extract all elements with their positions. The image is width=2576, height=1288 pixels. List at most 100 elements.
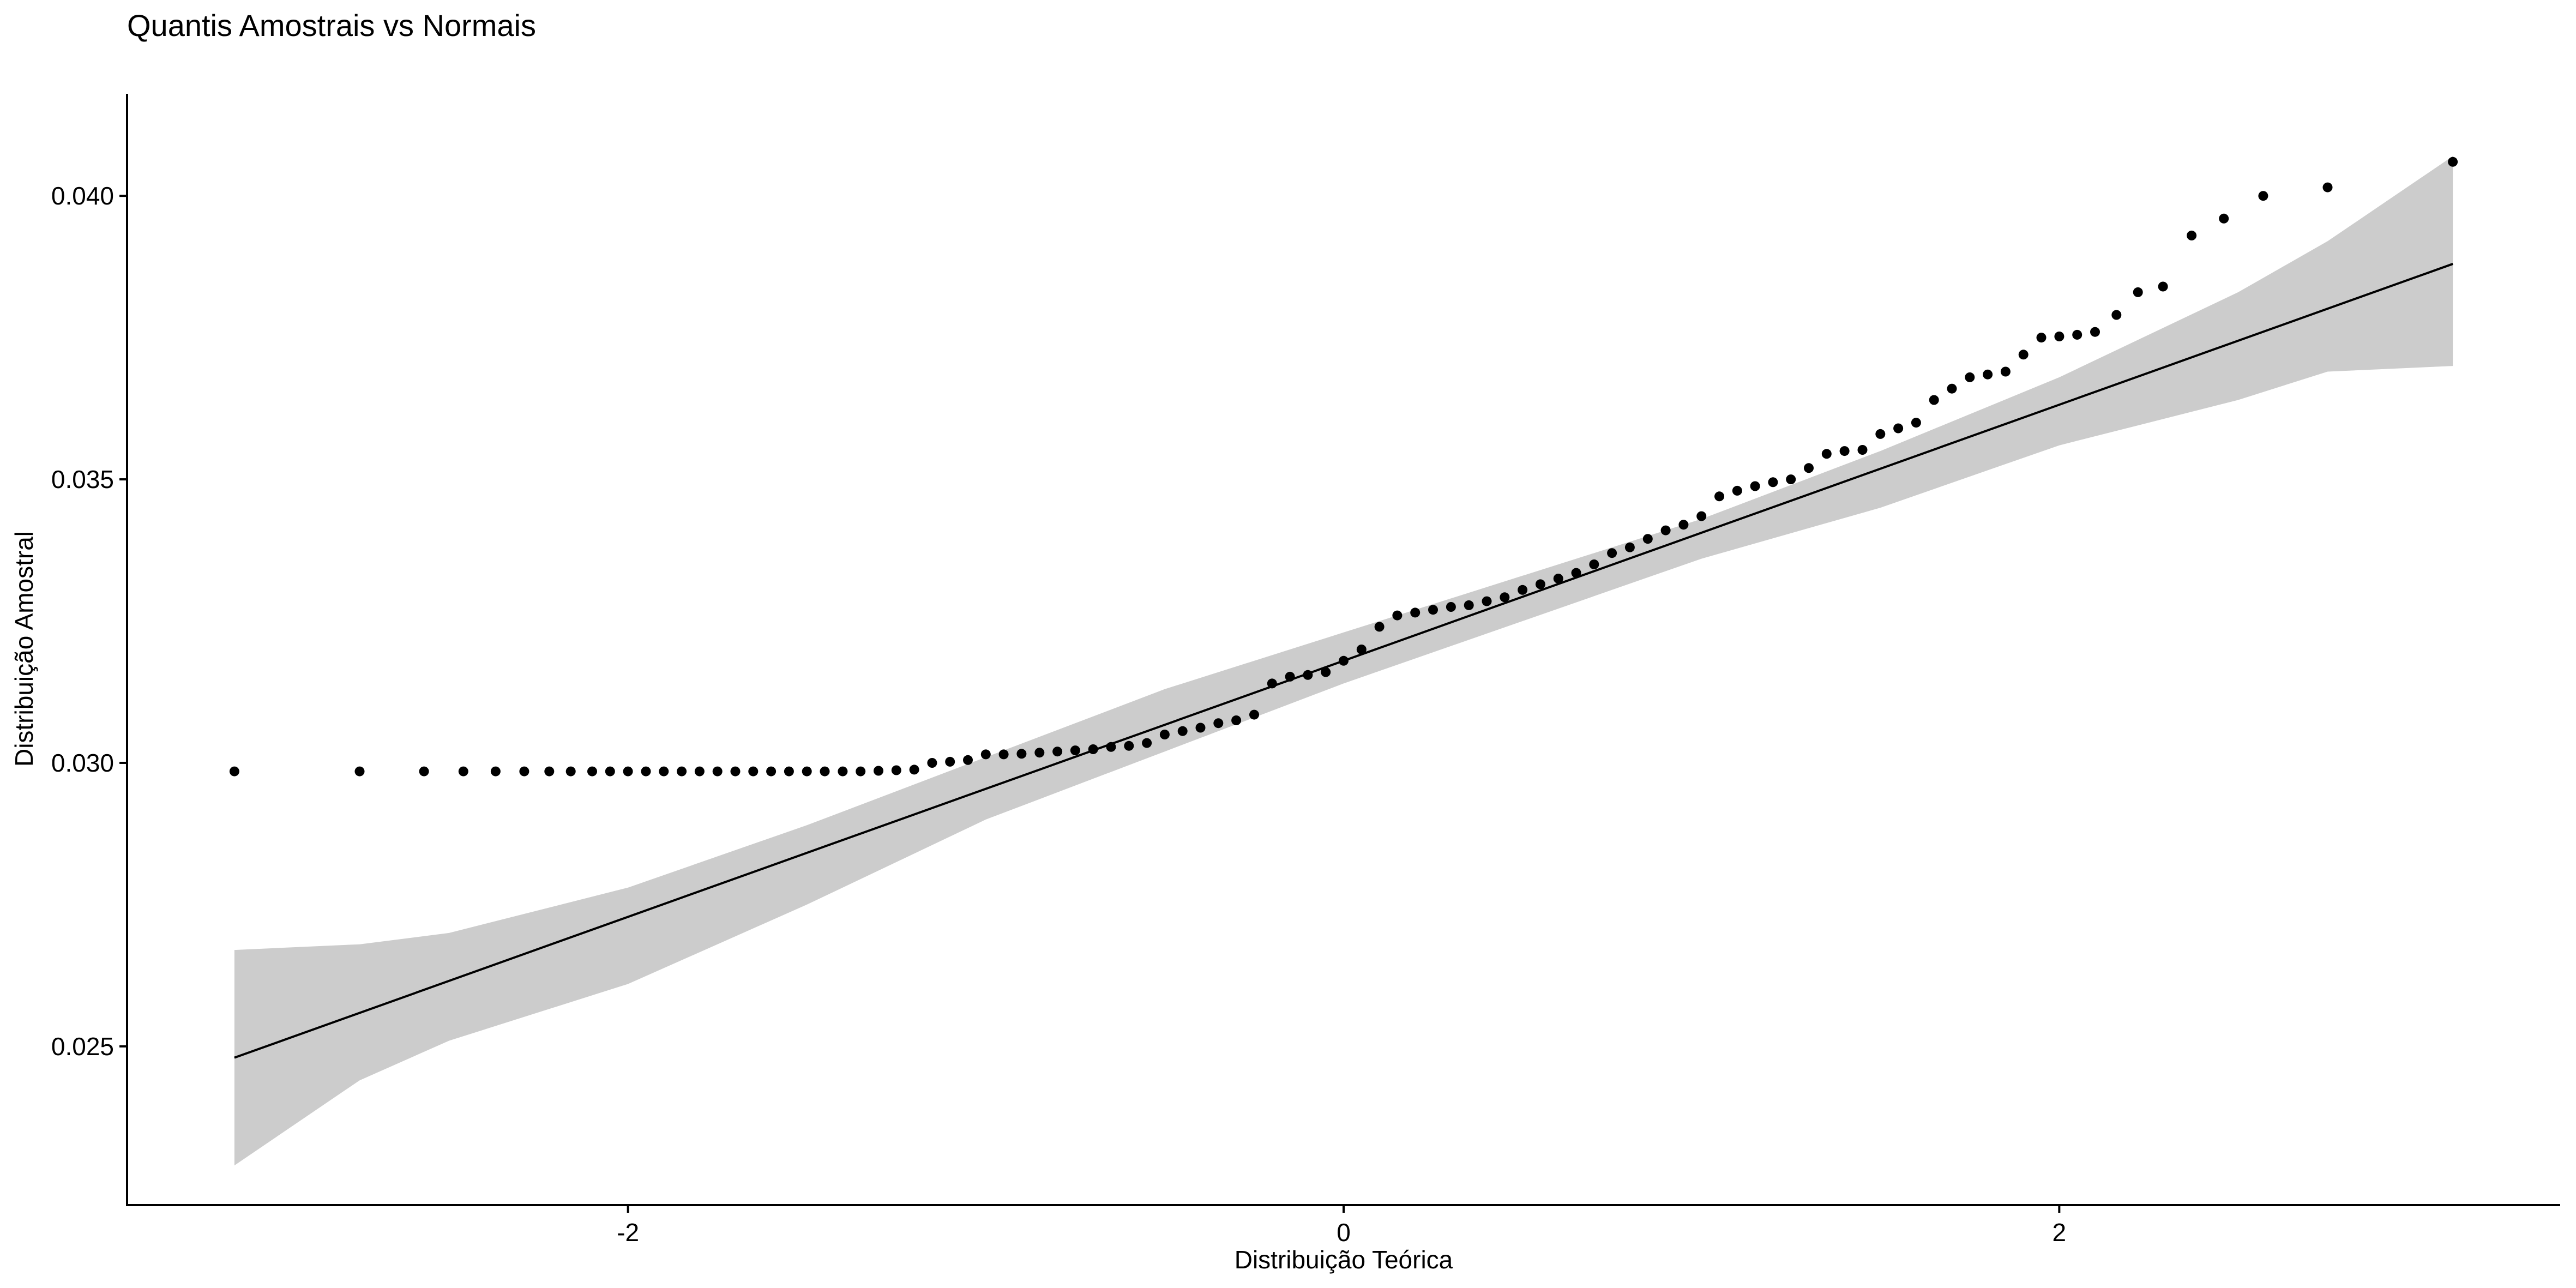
- data-point: [1750, 481, 1760, 491]
- data-point: [659, 766, 669, 777]
- data-point: [2133, 287, 2143, 297]
- data-point: [2187, 230, 2197, 240]
- data-point: [1714, 491, 1724, 502]
- data-points: [229, 157, 2458, 777]
- data-point: [1589, 559, 1599, 569]
- data-point: [1267, 678, 1277, 689]
- data-point: [712, 766, 723, 777]
- data-point: [1571, 568, 1581, 578]
- data-point: [694, 766, 705, 777]
- data-point: [1088, 744, 1098, 754]
- data-point: [1839, 446, 1850, 456]
- data-point: [1660, 525, 1671, 535]
- x-tick-label: 0: [1337, 1218, 1351, 1247]
- data-point: [1428, 605, 1438, 615]
- data-point: [874, 766, 883, 776]
- data-point: [1768, 477, 1778, 487]
- data-point: [1535, 579, 1545, 589]
- data-point: [1732, 485, 1742, 496]
- data-point: [1607, 548, 1617, 558]
- data-point: [1034, 748, 1045, 758]
- y-tick-label: 0.030: [51, 749, 114, 777]
- y-tick-label: 0.040: [51, 182, 114, 210]
- data-point: [1052, 747, 1063, 757]
- data-point: [677, 766, 687, 777]
- data-point: [1464, 600, 1474, 610]
- data-point: [1821, 449, 1832, 459]
- data-point: [1965, 372, 1975, 382]
- data-point: [1356, 645, 1367, 654]
- y-axis-ticks: 0.025 0.030 0.035 0.040: [51, 182, 127, 1061]
- data-point: [1642, 534, 1653, 544]
- x-axis-label: Distribuição Teórica: [1235, 1245, 1453, 1274]
- data-point: [1804, 463, 1814, 473]
- data-point: [1285, 671, 1295, 682]
- data-point: [1786, 474, 1796, 485]
- data-point: [1016, 749, 1027, 759]
- data-point: [1500, 592, 1510, 603]
- data-point: [544, 766, 555, 777]
- data-point: [1482, 596, 1492, 606]
- data-point: [2072, 329, 2083, 340]
- data-point: [1875, 429, 1886, 439]
- data-point: [838, 766, 848, 777]
- y-tick-label: 0.035: [51, 465, 114, 493]
- data-point: [856, 766, 866, 777]
- x-tick-label: 2: [2053, 1218, 2067, 1247]
- data-point: [1231, 715, 1242, 725]
- data-point: [2158, 281, 2168, 292]
- y-axis-label: Distribuição Amostral: [10, 531, 38, 767]
- data-point: [2219, 213, 2229, 224]
- data-point: [1159, 730, 1170, 739]
- data-point: [587, 766, 597, 777]
- data-point: [1518, 585, 1528, 595]
- data-point: [1911, 418, 1921, 428]
- data-point: [490, 766, 501, 777]
- data-point: [1893, 423, 1904, 434]
- data-point: [1857, 445, 1868, 455]
- data-point: [2090, 327, 2100, 337]
- data-point: [623, 766, 633, 777]
- data-point: [748, 766, 759, 777]
- data-point: [1983, 369, 1993, 380]
- data-point: [458, 766, 468, 777]
- data-point: [2018, 350, 2029, 360]
- data-point: [1947, 383, 1957, 394]
- data-point: [766, 766, 777, 777]
- data-point: [1321, 667, 1331, 677]
- x-axis-ticks: -2 0 2: [617, 1205, 2066, 1247]
- data-point: [1106, 742, 1116, 752]
- data-point: [605, 766, 615, 777]
- data-point: [1929, 395, 1939, 405]
- data-point: [2111, 310, 2122, 320]
- data-point: [1339, 655, 1349, 666]
- data-point: [641, 766, 651, 777]
- data-point: [1410, 607, 1421, 618]
- data-point: [998, 749, 1009, 760]
- data-point: [1142, 738, 1152, 748]
- data-point: [2448, 157, 2458, 167]
- data-point: [1213, 718, 1224, 729]
- data-point: [1696, 511, 1707, 521]
- data-point: [229, 766, 239, 777]
- data-point: [1195, 723, 1206, 733]
- data-point: [784, 766, 794, 777]
- data-point: [1553, 574, 1563, 583]
- data-point: [1249, 709, 1259, 720]
- data-point: [565, 766, 576, 777]
- data-point: [945, 756, 955, 767]
- data-point: [2036, 333, 2047, 343]
- data-point: [1177, 726, 1188, 736]
- data-point: [2054, 332, 2065, 341]
- data-point: [1303, 670, 1313, 680]
- data-point: [1374, 622, 1385, 632]
- data-point: [1678, 520, 1689, 530]
- data-point: [2258, 191, 2268, 201]
- y-tick-label: 0.025: [51, 1032, 114, 1061]
- data-point: [1070, 745, 1080, 756]
- data-point: [802, 766, 812, 777]
- data-point: [1624, 542, 1635, 552]
- data-point: [1392, 610, 1403, 621]
- data-point: [730, 766, 741, 777]
